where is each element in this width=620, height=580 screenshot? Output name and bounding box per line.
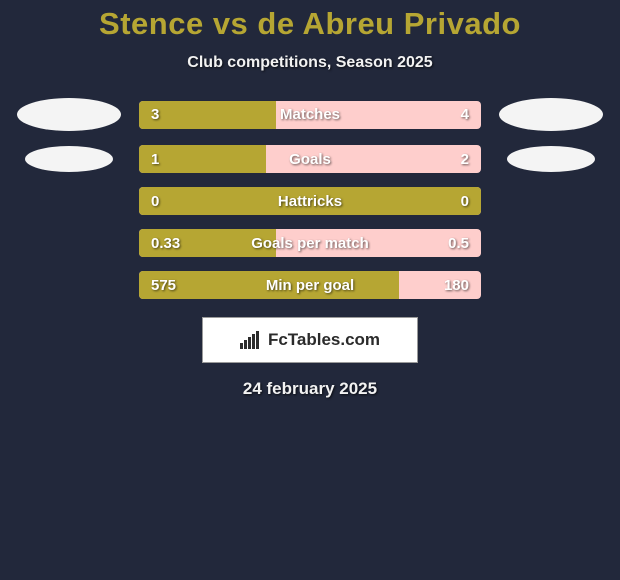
stat-right-value: 0.5 — [448, 235, 481, 252]
stat-bar-hattricks: 0Hattricks0 — [139, 187, 481, 215]
stat-label: Min per goal — [139, 277, 481, 294]
stat-label: Matches — [139, 106, 481, 123]
stats-block: 3Matches4 1Goals2 0Hattricks0 0.33Goals per… — [0, 98, 620, 299]
stat-right-value: 0 — [461, 193, 481, 210]
stat-right-value: 2 — [461, 151, 481, 168]
right-team-badge — [499, 98, 603, 131]
stat-bar-mpg: 575Min per goal180 — [139, 271, 481, 299]
stat-row-hattricks: 0Hattricks0 — [0, 187, 620, 215]
stat-label: Hattricks — [139, 193, 481, 210]
page-title: Stence vs de Abreu Privado — [0, 0, 620, 42]
comparison-canvas: Stence vs de Abreu Privado Club competit… — [0, 0, 620, 580]
date-label: 24 february 2025 — [0, 379, 620, 399]
stat-row-gpm: 0.33Goals per match0.5 — [0, 229, 620, 257]
stat-row-goals: 1Goals2 — [0, 145, 620, 173]
branding-text: FcTables.com — [268, 330, 380, 350]
branding-box: FcTables.com — [202, 317, 418, 363]
stat-bar-gpm: 0.33Goals per match0.5 — [139, 229, 481, 257]
left-team-badge — [17, 98, 121, 131]
right-team-badge — [507, 146, 595, 172]
stat-bar-matches: 3Matches4 — [139, 101, 481, 129]
stat-bar-goals: 1Goals2 — [139, 145, 481, 173]
stat-row-matches: 3Matches4 — [0, 98, 620, 131]
bar-chart-icon — [240, 331, 262, 349]
stat-label: Goals per match — [139, 235, 481, 252]
stat-row-mpg: 575Min per goal180 — [0, 271, 620, 299]
stat-right-value: 4 — [461, 106, 481, 123]
stat-right-value: 180 — [444, 277, 481, 294]
left-team-badge — [25, 146, 113, 172]
subtitle: Club competitions, Season 2025 — [0, 54, 620, 72]
stat-label: Goals — [139, 151, 481, 168]
